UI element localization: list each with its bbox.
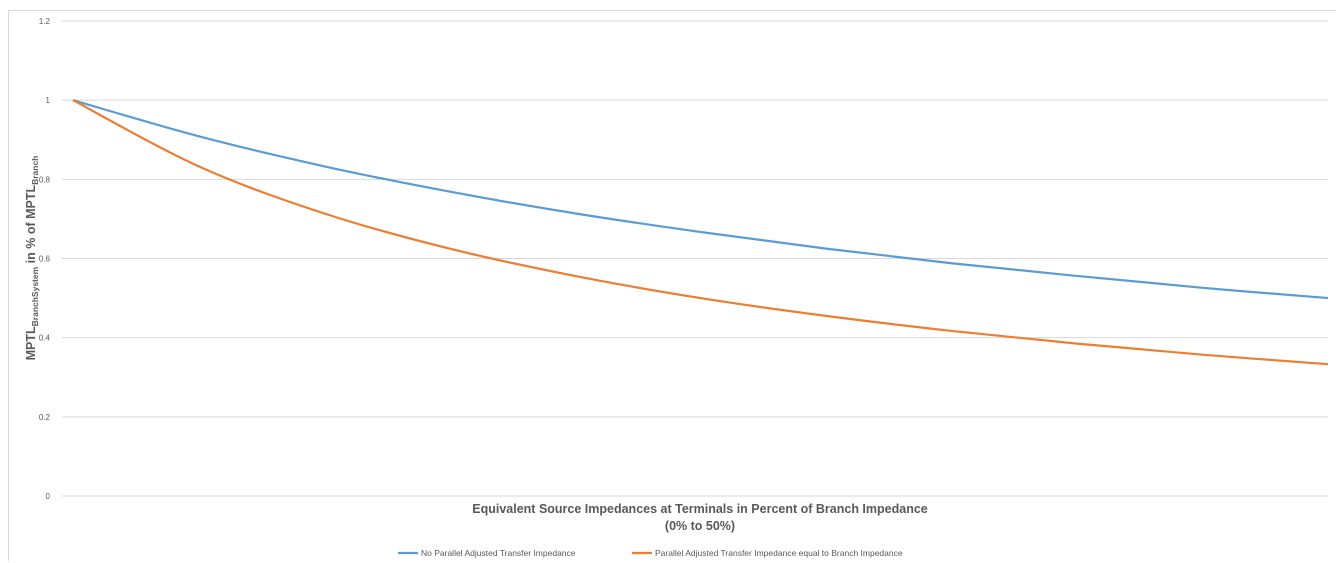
legend: No Parallel Adjusted Transfer Impedance P… (398, 548, 903, 558)
legend-label-0: No Parallel Adjusted Transfer Impedance (421, 548, 576, 558)
x-axis-title: Equivalent Source Impedances at Terminal… (472, 502, 928, 516)
y-title-sub2: Branch (30, 156, 40, 185)
y-tick-label-4: 0.8 (39, 175, 51, 184)
y-tick-label-3: 0.6 (39, 255, 51, 264)
y-tick-label-0: 0 (46, 492, 51, 501)
y-title-main: MPTL (24, 326, 38, 360)
series-line-0 (72, 99, 1329, 300)
chart-frame (8, 10, 1336, 561)
gridlines (62, 20, 1328, 497)
y-axis-ticks: 0 0.2 0.4 0.6 0.8 1 1.2 (39, 17, 51, 501)
y-title-middle: in % of MPTL (24, 185, 38, 267)
legend-label-1: Parallel Adjusted Transfer Impedance equ… (655, 548, 903, 558)
y-tick-label-1: 0.2 (39, 413, 51, 422)
y-tick-label-5: 1 (46, 96, 51, 105)
series-line-1 (72, 99, 1329, 366)
series-lines (72, 99, 1329, 366)
y-axis-title: MPTLBranchSystem in % of MPTLBranch (24, 156, 40, 361)
y-title-sub1: BranchSystem (30, 266, 40, 326)
x-axis-title-line2: (0% to 50%) (665, 519, 735, 533)
y-tick-label-2: 0.4 (39, 334, 51, 343)
y-tick-label-6: 1.2 (39, 17, 51, 26)
